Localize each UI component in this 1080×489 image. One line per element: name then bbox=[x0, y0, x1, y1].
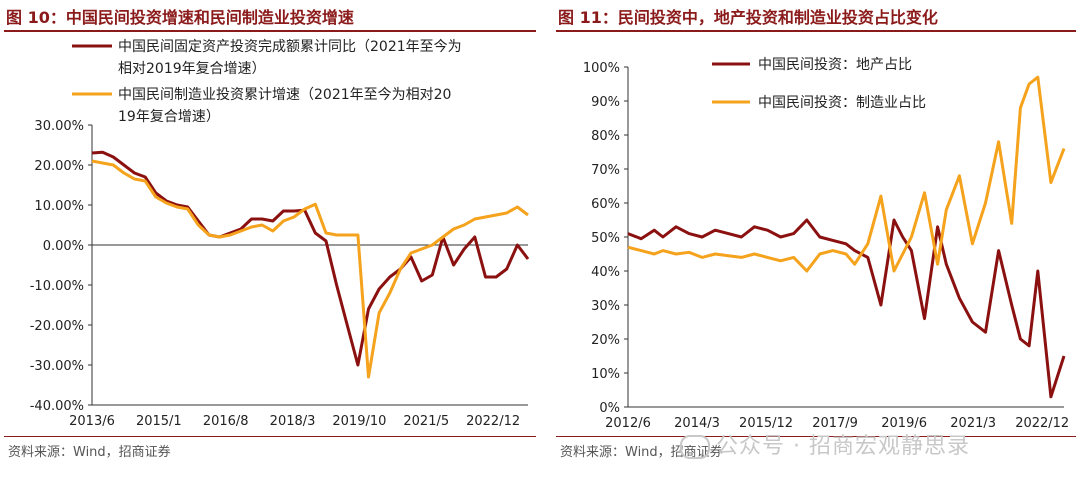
y-tick-label: -30.00% bbox=[30, 359, 84, 374]
x-tick-label: 2014/3 bbox=[674, 416, 720, 431]
x-tick-label: 2021/3 bbox=[950, 416, 996, 431]
x-tick-label: 2016/8 bbox=[203, 414, 249, 429]
chart-title: 图 10：中国民间投资增速和民间制造业投资增速 bbox=[6, 8, 354, 27]
y-tick-label: 40% bbox=[591, 265, 620, 280]
source-divider bbox=[556, 436, 1076, 437]
x-tick-label: 2019/6 bbox=[881, 416, 927, 431]
legend-label-line: 中国民间制造业投资累计增速（2021年至今为相对20 bbox=[118, 87, 451, 103]
x-tick-label: 2012/6 bbox=[605, 416, 651, 431]
series-line-2 bbox=[91, 159, 529, 379]
y-tick-label: 20.00% bbox=[34, 159, 84, 174]
watermark: 公众号 · 招商宏观静思录 bbox=[680, 428, 970, 460]
y-tick-label: 10% bbox=[591, 367, 620, 382]
legend-label-line: 相对2019年复合增速） bbox=[118, 60, 266, 77]
series-line-2 bbox=[627, 75, 1066, 273]
y-tick-label: 30% bbox=[591, 299, 620, 314]
y-tick-label: 100% bbox=[583, 61, 620, 76]
y-tick-label: 10.00% bbox=[34, 199, 84, 214]
y-tick-label: 0% bbox=[599, 401, 620, 416]
x-tick-label: 2019/10 bbox=[332, 414, 386, 429]
x-tick-label: 2022/12 bbox=[1015, 416, 1069, 431]
x-tick-label: 2013/6 bbox=[69, 414, 115, 429]
investment-growth-chart: 30.00% 20.00% 10.00% 0.00% -10.00% -20.00% -30… bbox=[30, 39, 530, 429]
chart-panel-right: 图 11：民间投资中，地产投资和制造业投资占比变化 100% 90% 80% 70% 6… bbox=[552, 0, 1080, 489]
x-tick-label: 2017/9 bbox=[812, 416, 858, 431]
legend-label-line: 19年复合增速） bbox=[118, 108, 220, 125]
chart-title: 图 11：民间投资中，地产投资和制造业投资占比变化 bbox=[558, 8, 938, 27]
x-tick-label: 2021/5 bbox=[403, 414, 449, 429]
series-line-1 bbox=[91, 150, 530, 367]
x-tick-label: 2018/3 bbox=[270, 414, 316, 429]
legend-label-line: 中国民间固定资产投资完成额累计同比（2021年至今为 bbox=[118, 39, 462, 55]
y-tick-label: -10.00% bbox=[30, 279, 84, 294]
y-tick-label: 70% bbox=[591, 163, 620, 178]
x-tick-label: 2022/12 bbox=[466, 414, 520, 429]
investment-share-chart: 100% 90% 80% 70% 60% 50% 40% 30% 20% 10% 0%2012/6 2… bbox=[583, 57, 1069, 431]
y-tick-label: -40.00% bbox=[30, 399, 84, 414]
chart-panel-left: 图 10：中国民间投资增速和民间制造业投资增速 30.00% 20.00% 10.0… bbox=[4, 8, 536, 460]
y-tick-label: 30.00% bbox=[34, 119, 84, 134]
legend-label: 中国民间制造业投资累计增速（2021年至今为相对20 19年复合增速） bbox=[118, 87, 451, 125]
chart-source: 资料来源：Wind，招商证券 bbox=[560, 445, 723, 460]
y-tick-label: 80% bbox=[591, 129, 620, 144]
wechat-icon bbox=[680, 435, 710, 459]
x-tick-label: 2015/1 bbox=[136, 414, 182, 429]
y-tick-label: 60% bbox=[591, 197, 620, 212]
chart-source: 资料来源：Wind，招商证券 bbox=[8, 445, 171, 460]
legend-label: 中国民间投资：地产占比 bbox=[758, 57, 912, 73]
title-divider bbox=[4, 30, 536, 32]
title-divider bbox=[556, 30, 1076, 32]
y-tick-label: -20.00% bbox=[30, 319, 84, 334]
source-divider bbox=[4, 436, 536, 437]
series-line-1 bbox=[627, 218, 1066, 399]
y-tick-label: 50% bbox=[591, 231, 620, 246]
legend-label: 中国民间投资：制造业占比 bbox=[758, 95, 926, 111]
watermark-text: 公众号 · 招商宏观静思录 bbox=[716, 434, 970, 459]
y-tick-label: 90% bbox=[591, 95, 620, 110]
y-tick-label: 20% bbox=[591, 333, 620, 348]
y-tick-label: 0.00% bbox=[43, 239, 84, 254]
x-tick-label: 2015/12 bbox=[739, 416, 793, 431]
legend-label: 中国民间固定资产投资完成额累计同比（2021年至今为相对2019年复合增速） bbox=[118, 39, 462, 77]
